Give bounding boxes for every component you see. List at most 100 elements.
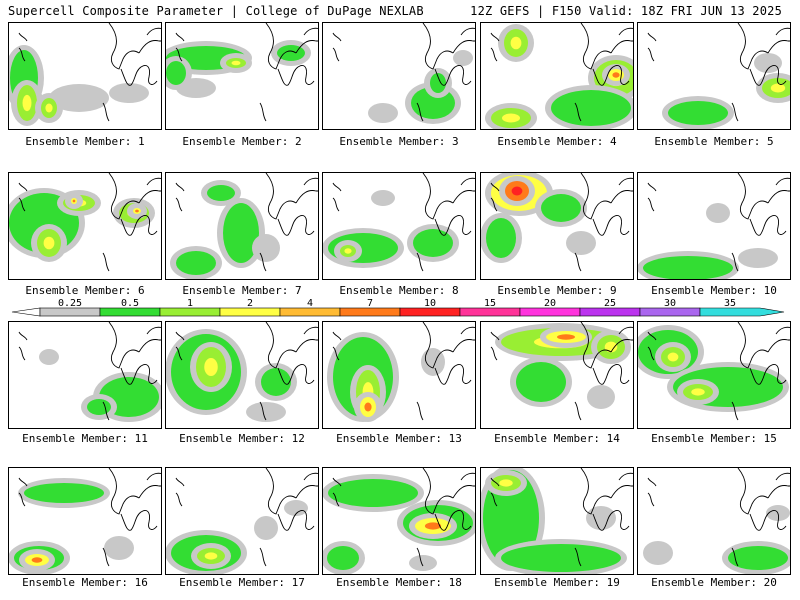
scp-contour [541,194,581,222]
scp-map [9,173,161,272]
coastline-outline [490,197,498,212]
ensemble-panel [8,22,162,130]
ensemble-panel [637,22,791,130]
ensemble-member-caption: Ensemble Member: 4 [497,135,617,148]
coastline-outline [303,177,318,186]
legend-swatch [579,307,641,317]
scp-map [643,468,790,574]
coastline-outline [647,32,657,42]
coastline-outline [102,547,110,567]
scp-contour [501,544,621,572]
coastline-outline [102,401,110,421]
scp-contour [327,546,359,570]
ensemble-member-caption: Ensemble Member: 19 [494,576,620,589]
scp-contour [643,256,733,279]
ensemble-member-caption: Ensemble Member: 15 [651,432,777,445]
coastline-outline [647,197,655,212]
scp-contour [328,479,418,507]
scp-map [490,322,633,421]
scp-contour-core [204,552,218,560]
ensemble-panel [637,467,791,575]
scp-contour [49,84,109,112]
ensemble-member-caption: Ensemble Member: 13 [336,432,462,445]
coastline-outline [434,65,472,86]
ensemble-member-caption: Ensemble Member: 5 [654,135,774,148]
scp-map [9,468,161,574]
coastline-outline [18,182,28,192]
coastline-outline [146,177,161,186]
coastline-outline [434,510,472,531]
coastline-outline [618,326,633,335]
scp-contour-core [770,83,786,93]
ensemble-panel [322,172,476,280]
coastline-outline [490,182,500,192]
coastline-outline [574,102,582,122]
coastline-outline [737,468,769,515]
coastline-outline [592,364,630,385]
ensemble-panel [165,172,319,280]
scp-contour [368,103,398,123]
ensemble-panel [8,321,162,429]
scp-contour [104,536,134,560]
scp-map [638,173,790,279]
scp-contour [246,402,286,422]
coastline-outline [303,27,318,36]
scp-map [481,173,633,272]
coastline-outline [737,173,769,220]
scp-contour [643,541,673,565]
coastline-outline [303,472,318,481]
ensemble-panel [165,22,319,130]
scp-map [647,23,790,129]
scp-contour [586,506,616,530]
scp-contour-core [344,248,352,254]
legend-swatch [639,307,701,317]
coastline-outline [647,477,657,487]
scp-map [327,322,475,422]
coastline-outline [332,331,342,341]
coastline-outline [416,102,424,122]
scp-contour [87,399,111,415]
legend-swatch [459,307,521,317]
ensemble-panel [480,467,634,575]
scp-contour [166,61,186,85]
coastline-outline [146,472,161,481]
scp-contour [277,45,305,61]
coastline-outline [610,190,633,204]
coastline-outline [775,326,790,335]
coastline-outline [610,485,633,499]
coastline-outline [259,547,267,567]
scp-contour [223,203,259,263]
coastline-outline [138,40,161,54]
ensemble-member-caption: Ensemble Member: 14 [494,432,620,445]
coastline-outline [434,215,472,236]
coastline-outline [108,23,140,70]
coastline-outline [102,252,110,272]
scp-contour [176,251,216,275]
coastline-outline [580,23,612,70]
coastline-outline [731,252,739,272]
coastline-outline [120,510,158,531]
scp-contour-core [691,388,705,396]
coastline-outline [490,346,498,361]
legend-tick-label: 30 [664,298,676,309]
coastline-outline [265,322,297,369]
coastline-outline [416,401,424,421]
coastline-outline [18,47,26,62]
coastline-outline [265,468,297,515]
legend-swatch [699,307,785,317]
coastline-outline [18,197,26,212]
legend-tick-label: 1 [187,298,193,309]
coastline-outline [731,547,739,567]
scp-contour-core [499,479,513,487]
coastline-outline [332,182,342,192]
coastline-outline [146,27,161,36]
legend-swatch [279,307,341,317]
coastline-outline [259,102,267,122]
ensemble-panel [637,321,791,429]
coastline-outline [610,40,633,54]
scp-contour-core [231,60,241,66]
legend-swatch [399,307,461,317]
coastline-outline [775,472,790,481]
run-valid-time: 12Z GEFS | F150 Valid: 18Z FRI JUN 13 20… [470,4,782,18]
scp-map [481,468,633,574]
